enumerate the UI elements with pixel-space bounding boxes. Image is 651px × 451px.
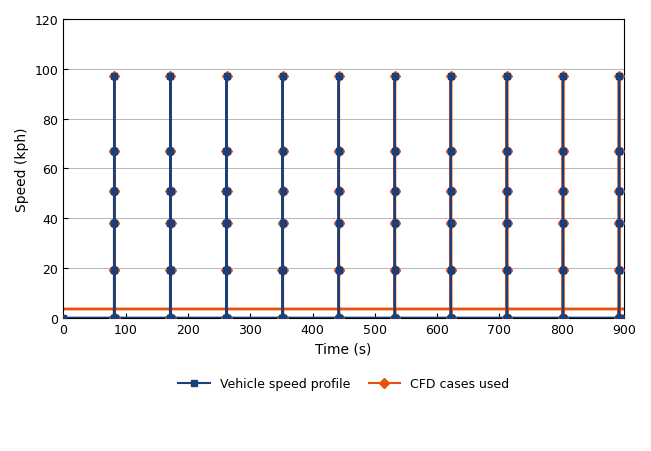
Line: Vehicle speed profile: Vehicle speed profile xyxy=(61,74,627,321)
Vehicle speed profile xyxy=(279,149,286,154)
Vehicle speed profile xyxy=(111,315,118,321)
CFD cases used xyxy=(111,74,118,80)
Y-axis label: Speed (kph): Speed (kph) xyxy=(15,127,29,211)
Line: CFD cases used: CFD cases used xyxy=(111,74,622,322)
Legend: Vehicle speed profile, CFD cases used: Vehicle speed profile, CFD cases used xyxy=(173,372,514,395)
CFD cases used xyxy=(335,315,342,321)
CFD cases used xyxy=(335,189,342,194)
Vehicle speed profile xyxy=(559,268,567,273)
CFD cases used xyxy=(615,149,623,154)
X-axis label: Time (s): Time (s) xyxy=(316,341,372,355)
CFD cases used xyxy=(615,221,623,226)
Vehicle speed profile xyxy=(620,315,628,321)
CFD cases used xyxy=(110,315,118,321)
Vehicle speed profile xyxy=(559,315,567,321)
Vehicle speed profile xyxy=(111,74,118,80)
CFD cases used xyxy=(503,268,510,273)
Vehicle speed profile xyxy=(279,315,286,321)
Vehicle speed profile xyxy=(59,315,67,321)
Vehicle speed profile xyxy=(167,221,174,226)
CFD cases used xyxy=(279,315,286,321)
CFD cases used xyxy=(615,315,623,321)
